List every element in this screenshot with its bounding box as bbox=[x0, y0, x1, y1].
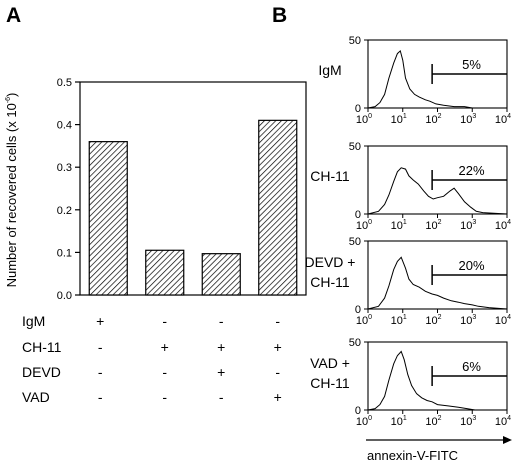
condition-sign: + bbox=[96, 313, 104, 329]
histogram-x-tick-label: 101 bbox=[391, 113, 407, 126]
histogram-trace bbox=[367, 256, 508, 310]
bar-series bbox=[88, 119, 298, 296]
condition-sign: + bbox=[217, 339, 225, 355]
gate-percent: 20% bbox=[459, 258, 485, 273]
bar-chart-frame bbox=[79, 81, 307, 296]
histogram-trace bbox=[367, 350, 507, 411]
condition-label: CH-11 bbox=[22, 339, 62, 355]
y-tick-label: 0.2 bbox=[57, 205, 72, 217]
panel-a-letter: A bbox=[6, 4, 21, 27]
gate-percent: 6% bbox=[462, 359, 481, 374]
condition-sign: - bbox=[275, 364, 280, 380]
x-axis-arrow bbox=[366, 436, 512, 444]
histogram-condition-label: DEVD + bbox=[305, 254, 356, 270]
condition-sign: - bbox=[219, 389, 224, 405]
bar-chart-y-axis: 0.0 0.1 0.2 0.3 0.4 0.5 bbox=[57, 77, 80, 302]
histogram-x-tick-label: 101 bbox=[391, 415, 407, 428]
bar-chart-ylabel: Number of recovered cells (x 10-6) bbox=[4, 93, 19, 288]
histogram-x-tick-label: 102 bbox=[425, 219, 441, 232]
histogram-condition-label: CH-11 bbox=[310, 375, 350, 391]
histogram-panel: 0 50 100 101 102 103 104 20% DEVD + CH-11 bbox=[305, 236, 512, 327]
histogram-x-tick-label: 100 bbox=[356, 219, 372, 232]
condition-sign: + bbox=[217, 364, 225, 380]
histogram-y-tick-label: 0 bbox=[355, 209, 361, 221]
bar-1 bbox=[88, 141, 128, 296]
histogram-y-tick-label: 0 bbox=[355, 304, 361, 316]
histogram-x-tick-label: 102 bbox=[425, 415, 441, 428]
condition-label: VAD bbox=[22, 389, 50, 405]
histogram-x-tick-label: 103 bbox=[460, 219, 476, 232]
histogram-y-tick-label: 50 bbox=[349, 236, 361, 248]
bar-2 bbox=[145, 249, 185, 296]
histogram-y-tick-label: 50 bbox=[349, 35, 361, 47]
histogram-trace bbox=[367, 167, 508, 215]
histogram-panel: 0 50 100 101 102 103 104 22% CH-11 bbox=[310, 141, 511, 232]
histogram-condition-label: CH-11 bbox=[310, 274, 350, 290]
histogram-condition-label: CH-11 bbox=[310, 168, 350, 184]
histogram-y-tick-label: 50 bbox=[349, 337, 361, 349]
condition-sign: - bbox=[162, 364, 167, 380]
condition-sign: - bbox=[162, 389, 167, 405]
y-tick-label: 0.1 bbox=[57, 247, 72, 259]
gate-percent: 22% bbox=[459, 163, 485, 178]
histogram-x-tick-label: 101 bbox=[391, 314, 407, 327]
histogram-stack: 0 50 100 101 102 103 104 5% IgM 0 50 100 101 102 103 10… bbox=[305, 35, 512, 428]
condition-sign: - bbox=[275, 313, 280, 329]
condition-sign: + bbox=[274, 389, 282, 405]
histogram-x-tick-label: 104 bbox=[495, 219, 511, 232]
bar-chart: Number of recovered cells (x 10-6) 0.00.… bbox=[4, 77, 307, 302]
histogram-condition-label: VAD + bbox=[310, 355, 350, 371]
histogram-trace bbox=[367, 49, 507, 109]
histogram-x-tick-label: 104 bbox=[495, 415, 511, 428]
condition-sign: - bbox=[98, 389, 103, 405]
histogram-x-tick-label: 104 bbox=[495, 314, 511, 327]
y-tick-label: 0.5 bbox=[57, 77, 72, 89]
histogram-panel: 0 50 100 101 102 103 104 6% VAD + CH-11 bbox=[310, 337, 511, 428]
histogram-x-tick-label: 103 bbox=[460, 113, 476, 126]
condition-sign: - bbox=[98, 339, 103, 355]
condition-sign: - bbox=[219, 313, 224, 329]
histogram-condition-label: IgM bbox=[318, 62, 341, 78]
histogram-x-tick-label: 100 bbox=[356, 314, 372, 327]
panel-b-letter: B bbox=[272, 4, 287, 27]
condition-sign: - bbox=[98, 364, 103, 380]
bar-3 bbox=[201, 253, 241, 296]
histogram-y-tick-label: 0 bbox=[355, 103, 361, 115]
histogram-x-tick-label: 102 bbox=[425, 314, 441, 327]
histogram-x-tick-label: 102 bbox=[425, 113, 441, 126]
histogram-x-tick-label: 104 bbox=[495, 113, 511, 126]
histogram-x-tick-label: 103 bbox=[460, 415, 476, 428]
gate-percent: 5% bbox=[462, 57, 481, 72]
histogram-x-label: annexin-V-FITC bbox=[367, 448, 458, 463]
y-tick-label: 0.4 bbox=[57, 120, 72, 132]
condition-table: IgM + - - - CH-11 - + + + DEVD - - + - VAD - - - + bbox=[22, 313, 282, 405]
histogram-panel: 0 50 100 101 102 103 104 5% IgM bbox=[318, 35, 511, 126]
condition-sign: - bbox=[162, 313, 167, 329]
histogram-x-tick-label: 101 bbox=[391, 219, 407, 232]
y-tick-label: 0.0 bbox=[57, 290, 72, 302]
histogram-y-tick-label: 0 bbox=[355, 405, 361, 417]
histogram-x-tick-label: 100 bbox=[356, 415, 372, 428]
histogram-x-tick-label: 103 bbox=[460, 314, 476, 327]
condition-sign: + bbox=[161, 339, 169, 355]
histogram-y-tick-label: 50 bbox=[349, 141, 361, 153]
condition-label: DEVD bbox=[22, 364, 61, 380]
histogram-x-tick-label: 100 bbox=[356, 113, 372, 126]
condition-label: IgM bbox=[22, 313, 45, 329]
condition-sign: + bbox=[274, 339, 282, 355]
y-tick-label: 0.3 bbox=[57, 162, 72, 174]
bar-4 bbox=[258, 119, 298, 296]
